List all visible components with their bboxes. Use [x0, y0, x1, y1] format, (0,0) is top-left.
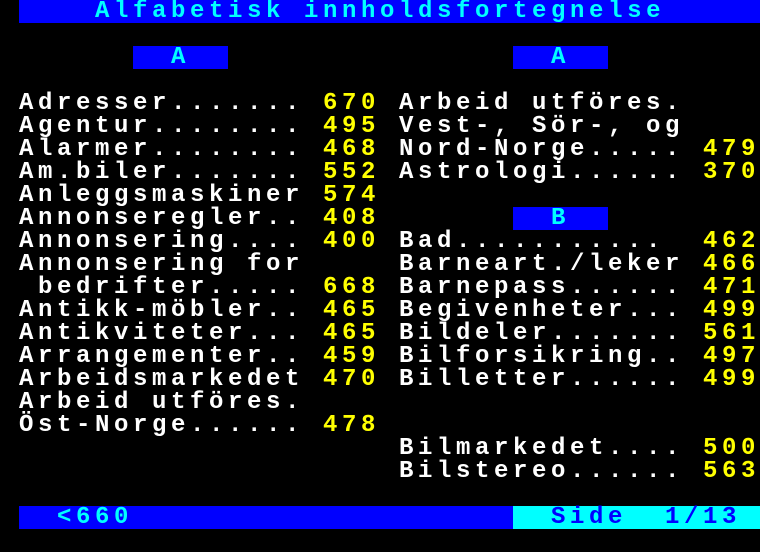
- index-entry-label: Antikviteter...: [19, 320, 305, 347]
- index-entry-label: Bad...........: [399, 228, 666, 255]
- index-entry-label: Bilmarkedet....: [399, 435, 685, 462]
- index-entry-page-number[interactable]: 471: [703, 274, 760, 301]
- section-a-left-band: [133, 46, 228, 69]
- section-a-left-label: A: [171, 44, 191, 71]
- index-entry-page-number[interactable]: 563: [703, 458, 760, 485]
- section-a-right-band: [513, 46, 608, 69]
- section-b-label: B: [551, 205, 571, 232]
- page-title: Alfabetisk innholdsfortegnelse: [95, 0, 666, 25]
- footer-left-band: [19, 506, 513, 529]
- index-entry-page-number[interactable]: 670: [323, 90, 381, 117]
- index-entry-page-number[interactable]: 499: [703, 297, 760, 324]
- index-entry-label: Annonsering....: [19, 228, 305, 255]
- index-entry-label: bedrifter.....: [19, 274, 305, 301]
- index-entry-label: Arrangementer..: [19, 343, 305, 370]
- index-entry-label: Barnepass......: [399, 274, 685, 301]
- index-entry-label: Annonseregler..: [19, 205, 305, 232]
- index-entry-label: Astrologi......: [399, 159, 685, 186]
- index-entry-page-number[interactable]: 561: [703, 320, 760, 347]
- index-entry-label: Antikk-möbler..: [19, 297, 305, 324]
- index-entry-label: Bildeler.......: [399, 320, 685, 347]
- index-entry-page-number[interactable]: 468: [323, 136, 381, 163]
- index-entry-label: Arbeid utföres.: [19, 389, 305, 416]
- index-entry-page-number[interactable]: 479: [703, 136, 760, 163]
- index-entry-label: Barneart./leker: [399, 251, 685, 278]
- index-entry-label: Adresser.......: [19, 90, 305, 117]
- index-entry-page-number[interactable]: 465: [323, 320, 381, 347]
- index-entry-page-number[interactable]: 400: [323, 228, 381, 255]
- index-entry-page-number[interactable]: 408: [323, 205, 381, 232]
- index-entry-label: Am.biler.......: [19, 159, 305, 186]
- index-entry-page-number[interactable]: 470: [323, 366, 381, 393]
- index-entry-page-number[interactable]: 574: [323, 182, 381, 209]
- index-entry-label: Anleggsmaskiner: [19, 182, 305, 209]
- section-a-right-label: A: [551, 44, 571, 71]
- index-entry-page-number[interactable]: 465: [323, 297, 381, 324]
- index-entry-page-number[interactable]: 668: [323, 274, 381, 301]
- index-entry-label: Billetter......: [399, 366, 685, 393]
- previous-page-link[interactable]: <660: [57, 504, 134, 531]
- index-entry-label: Alarmer........: [19, 136, 305, 163]
- index-entry-label: Begivenheter...: [399, 297, 685, 324]
- index-entry-label: Arbeid utföres.: [399, 90, 685, 117]
- section-b-band: [513, 207, 608, 230]
- index-entry-page-number[interactable]: 459: [323, 343, 381, 370]
- page-indicator: Side 1/13: [551, 504, 742, 531]
- index-entry-label: Annonsering for: [19, 251, 305, 278]
- index-entry-label: Bilstereo......: [399, 458, 685, 485]
- index-entry-page-number[interactable]: 499: [703, 366, 760, 393]
- footer-right-band: [513, 506, 760, 529]
- header-band: [19, 0, 760, 23]
- index-entry-label: Vest-, Sör-, og: [399, 113, 685, 140]
- index-entry-page-number[interactable]: 478: [323, 412, 381, 439]
- index-entry-page-number[interactable]: 466: [703, 251, 760, 278]
- index-entry-page-number[interactable]: 495: [323, 113, 381, 140]
- index-entry-page-number[interactable]: 370: [703, 159, 760, 186]
- index-entry-label: Arbeidsmarkedet: [19, 366, 305, 393]
- index-entry-page-number[interactable]: 462: [703, 228, 760, 255]
- index-entry-label: Agentur........: [19, 113, 305, 140]
- index-entry-label: Öst-Norge......: [19, 412, 305, 439]
- index-entry-label: Nord-Norge.....: [399, 136, 685, 163]
- index-entry-page-number[interactable]: 500: [703, 435, 760, 462]
- index-entry-page-number[interactable]: 552: [323, 159, 381, 186]
- index-entry-label: Bilforsikring..: [399, 343, 685, 370]
- index-entry-page-number[interactable]: 497: [703, 343, 760, 370]
